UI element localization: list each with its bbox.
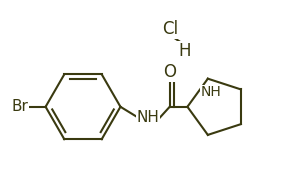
Text: Cl: Cl <box>162 20 178 38</box>
Text: NH: NH <box>137 110 159 125</box>
Text: H: H <box>178 42 191 60</box>
Text: O: O <box>163 63 176 81</box>
Text: Br: Br <box>12 99 28 114</box>
Text: NH: NH <box>200 85 221 100</box>
